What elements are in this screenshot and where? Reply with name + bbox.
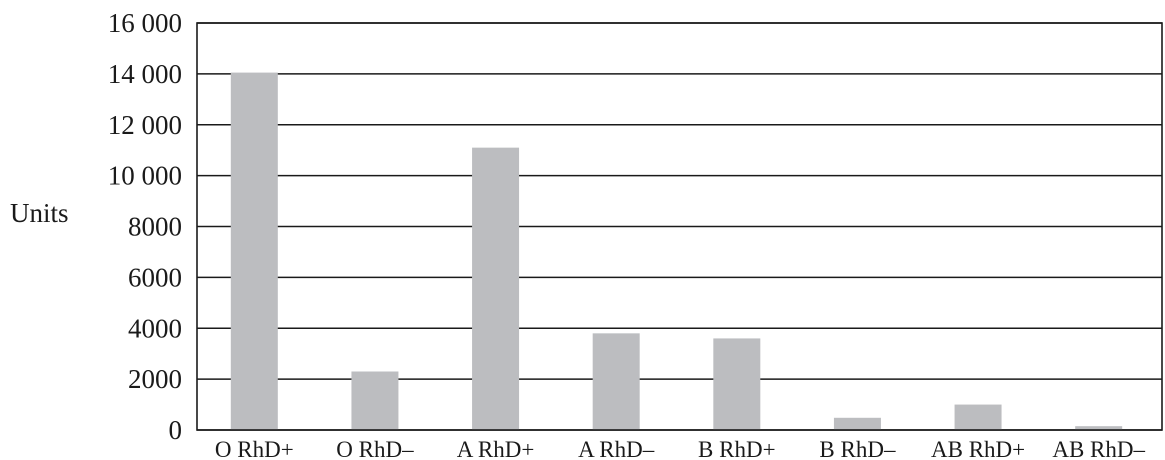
y-tick-label: 10 000 [108, 161, 182, 191]
bar [954, 404, 1002, 430]
bar [1075, 426, 1123, 430]
y-axis-ticks: 0 2000 4000 6000 8000 10 000 12 000 14 000 16 00… [108, 8, 182, 445]
bar [230, 72, 278, 431]
x-tick-label: B RhD– [819, 437, 896, 460]
bars [230, 72, 1123, 431]
x-tick-label: A RhD+ [457, 437, 535, 460]
bar [592, 333, 640, 430]
y-tick-label: 4000 [128, 313, 182, 343]
bar [713, 338, 761, 430]
x-tick-label: A RhD– [578, 437, 655, 460]
y-tick-label: 0 [169, 415, 183, 445]
x-axis-category-labels: O RhD+ O RhD– A RhD+ A RhD– B RhD+ B RhD– AB R… [215, 437, 1146, 460]
y-axis-label: Units [10, 198, 69, 228]
x-tick-label: B RhD+ [698, 437, 776, 460]
y-tick-label: 8000 [128, 212, 182, 242]
y-tick-label: 2000 [128, 364, 182, 394]
x-tick-label: O RhD– [336, 437, 414, 460]
bar [351, 371, 399, 430]
y-tick-label: 14 000 [108, 59, 182, 89]
y-tick-label: 6000 [128, 262, 182, 292]
bar [833, 417, 881, 430]
gridlines [197, 22, 1162, 431]
x-tick-label: AB RhD– [1052, 437, 1145, 460]
y-tick-label: 12 000 [108, 110, 182, 140]
y-tick-label: 16 000 [108, 8, 182, 38]
x-tick-label: O RhD+ [215, 437, 294, 460]
bar [472, 147, 520, 431]
plot-frame [196, 22, 1163, 431]
x-tick-label: AB RhD+ [931, 437, 1025, 460]
